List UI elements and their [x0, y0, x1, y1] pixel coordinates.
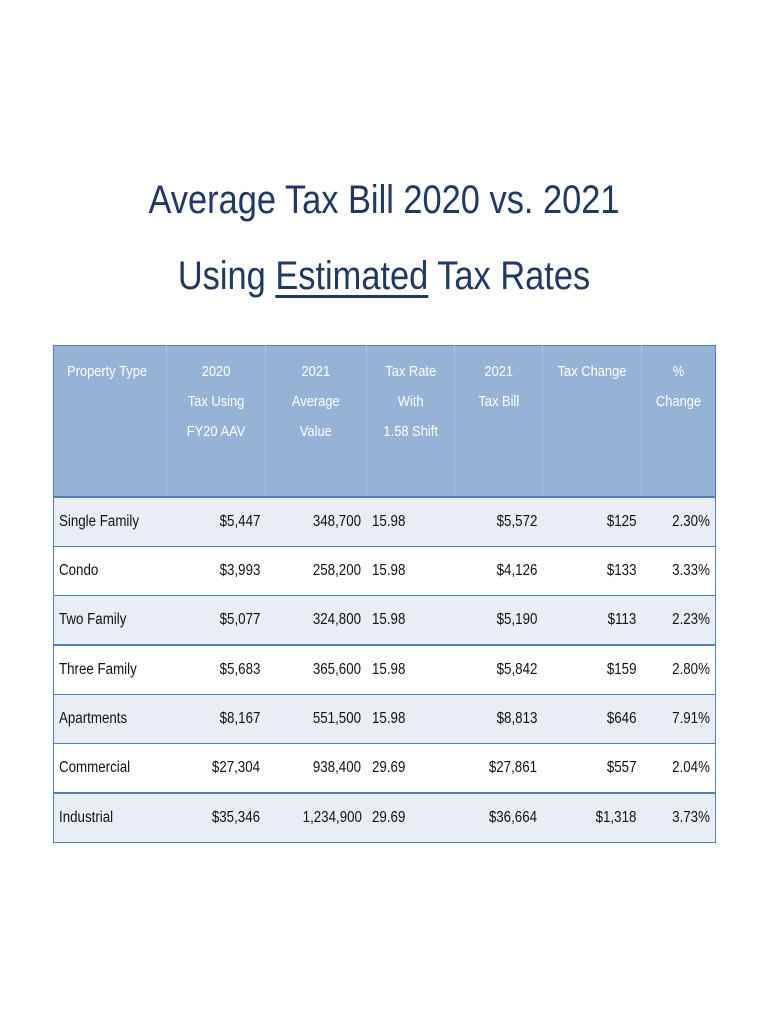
table-row: Apartments $8,167 551,500 15.98 $8,813 $… [53, 694, 716, 744]
cell-percent-change: 2.80% [672, 661, 710, 678]
table-row: Three Family $5,683 365,600 15.98 $5,842… [53, 645, 716, 695]
table-row: Condo $3,993 258,200 15.98 $4,126 $133 3… [53, 546, 716, 596]
cell-percent-change: 2.30% [672, 513, 710, 530]
title-line-2-prefix: Using [177, 254, 276, 298]
cell-tax-rate: 29.69 [371, 809, 405, 826]
cell-tax-rate: 15.98 [371, 611, 405, 628]
cell-average-value: 258,200 [313, 562, 362, 579]
cell-tax-change: $159 [606, 661, 637, 678]
cell-2020-tax: $27,304 [212, 759, 261, 776]
cell-2020-tax: $8,167 [219, 710, 261, 727]
cell-tax-rate: 29.69 [371, 759, 405, 776]
cell-property-type: Two Family [59, 611, 127, 628]
cell-percent-change: 2.23% [672, 611, 710, 628]
cell-property-type: Condo [59, 562, 99, 579]
table-row: Single Family $5,447 348,700 15.98 $5,57… [53, 497, 716, 547]
cell-2021-tax-bill: $27,861 [489, 759, 538, 776]
cell-2020-tax: $35,346 [212, 809, 261, 826]
header-tax-change: Tax Change [542, 345, 642, 497]
table-row: Industrial $35,346 1,234,900 29.69 $36,6… [53, 793, 716, 843]
cell-average-value: 551,500 [313, 710, 362, 727]
cell-tax-change: $133 [606, 562, 637, 579]
cell-average-value: 324,800 [313, 611, 362, 628]
cell-2021-tax-bill: $5,842 [496, 661, 538, 678]
cell-property-type: Three Family [59, 661, 137, 678]
cell-2021-tax-bill: $8,813 [496, 710, 538, 727]
cell-average-value: 365,600 [313, 661, 362, 678]
slide-title: Average Tax Bill 2020 vs. 2021 Using Est… [54, 162, 714, 314]
header-2021-average-value: 2021 Average Value [265, 345, 367, 497]
title-line-2-suffix: Tax Rates [428, 254, 591, 298]
table-header-row: Property Type 2020 Tax Using FY20 AAV 2021… [53, 345, 716, 497]
cell-average-value: 938,400 [313, 759, 362, 776]
cell-tax-change: $1,318 [595, 809, 637, 826]
cell-average-value: 348,700 [313, 513, 362, 530]
cell-percent-change: 2.04% [672, 759, 710, 776]
cell-property-type: Single Family [59, 513, 140, 530]
cell-percent-change: 7.91% [672, 710, 710, 727]
cell-percent-change: 3.33% [672, 562, 710, 579]
header-2021-tax-bill: 2021 Tax Bill [454, 345, 543, 497]
title-line-2: Using Estimated Tax Rates [54, 238, 714, 314]
header-property-type: Property Type [53, 345, 167, 497]
cell-2021-tax-bill: $4,126 [496, 562, 538, 579]
tax-bill-table: Property Type 2020 Tax Using FY20 AAV 2021… [53, 345, 716, 843]
table-row: Commercial $27,304 938,400 29.69 $27,861… [53, 743, 716, 793]
cell-2021-tax-bill: $5,572 [496, 513, 538, 530]
cell-tax-change: $646 [606, 710, 637, 727]
cell-2020-tax: $5,447 [219, 513, 261, 530]
cell-property-type: Apartments [59, 710, 128, 727]
cell-tax-rate: 15.98 [371, 562, 405, 579]
header-2020-tax: 2020 Tax Using FY20 AAV [166, 345, 266, 497]
cell-average-value: 1,234,900 [302, 809, 362, 826]
header-tax-rate: Tax Rate With 1.58 Shift [366, 345, 455, 497]
title-line-1: Average Tax Bill 2020 vs. 2021 [148, 178, 620, 222]
cell-tax-change: $557 [606, 759, 637, 776]
cell-percent-change: 3.73% [672, 809, 710, 826]
cell-tax-change: $113 [607, 611, 637, 628]
cell-2020-tax: $5,683 [219, 661, 261, 678]
title-underlined-word: Estimated [275, 254, 429, 298]
cell-2021-tax-bill: $36,664 [489, 809, 538, 826]
cell-2020-tax: $5,077 [219, 611, 261, 628]
cell-property-type: Commercial [59, 759, 131, 776]
cell-tax-rate: 15.98 [371, 710, 405, 727]
cell-tax-change: $125 [606, 513, 637, 530]
cell-2021-tax-bill: $5,190 [496, 611, 538, 628]
header-percent-change: % Change [641, 345, 716, 497]
cell-property-type: Industrial [59, 809, 114, 826]
cell-2020-tax: $3,993 [219, 562, 261, 579]
cell-tax-rate: 15.98 [371, 513, 405, 530]
cell-tax-rate: 15.98 [371, 661, 405, 678]
table-row: Two Family $5,077 324,800 15.98 $5,190 $… [53, 595, 716, 645]
